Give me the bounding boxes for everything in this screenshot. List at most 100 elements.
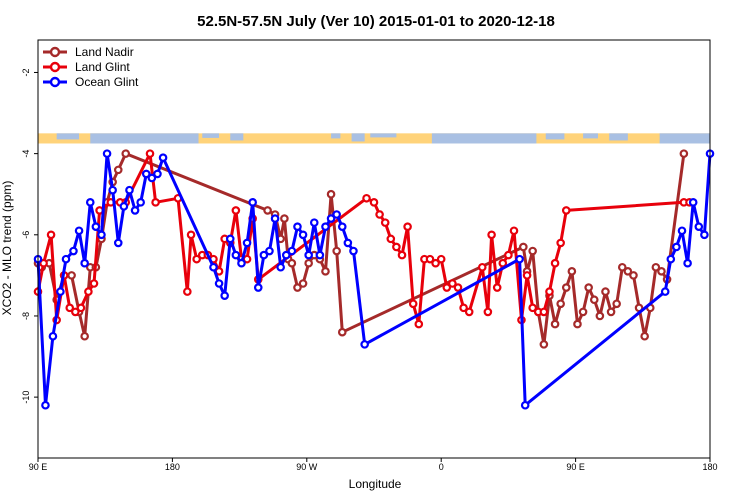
data-point	[253, 283, 263, 292]
data-point	[113, 165, 123, 175]
data-point	[343, 238, 353, 248]
ocean-band	[331, 133, 341, 139]
data-point	[528, 246, 537, 256]
data-point	[309, 218, 319, 227]
data-point	[623, 267, 633, 276]
series-line	[36, 152, 686, 346]
data-point	[573, 319, 582, 329]
data-point	[248, 198, 257, 207]
data-point	[550, 258, 560, 268]
data-point	[41, 400, 50, 410]
data-point	[237, 258, 246, 268]
y-tick-label: -8	[21, 312, 31, 320]
data-point	[436, 254, 446, 264]
y-tick-label: -6	[21, 231, 31, 239]
data-point	[431, 258, 440, 268]
data-point	[265, 246, 274, 256]
data-point	[397, 250, 407, 260]
data-point	[125, 185, 134, 195]
series-layer	[33, 149, 715, 410]
data-point	[392, 242, 401, 252]
data-point	[298, 279, 308, 288]
y-tick-label: -2	[21, 68, 31, 76]
data-point	[304, 250, 313, 260]
ocean-band	[90, 133, 199, 144]
data-point	[242, 238, 252, 248]
data-point	[39, 258, 48, 268]
data-point	[48, 331, 58, 341]
data-point	[380, 218, 390, 227]
data-point	[337, 222, 347, 231]
land-band	[38, 133, 710, 144]
data-point	[694, 222, 704, 231]
ocean-band	[431, 133, 537, 144]
data-point	[477, 262, 487, 272]
data-point	[601, 287, 610, 296]
data-point	[498, 258, 508, 268]
data-point	[578, 307, 588, 317]
legend-label: Land Glint	[75, 60, 130, 74]
data-point	[612, 299, 621, 309]
data-point	[672, 242, 681, 252]
data-point	[386, 234, 396, 244]
data-point	[276, 262, 285, 272]
data-point	[337, 327, 347, 337]
data-point	[504, 250, 513, 260]
ocean-band	[230, 133, 244, 141]
y-tick-label: -4	[21, 150, 31, 158]
data-point	[425, 254, 435, 264]
data-point	[332, 210, 341, 219]
data-point	[683, 258, 692, 268]
ocean-band	[202, 133, 220, 138]
legend-item: Land Glint	[43, 60, 130, 74]
data-point	[76, 303, 86, 313]
data-point	[545, 287, 554, 296]
data-point	[442, 283, 452, 292]
data-point	[151, 198, 160, 207]
data-point	[519, 242, 528, 252]
data-point	[225, 234, 235, 244]
data-point	[332, 246, 341, 256]
legend-swatch-marker	[49, 46, 61, 58]
legend-item: Ocean Glint	[43, 75, 139, 89]
x-tick-label: 180	[702, 462, 717, 472]
ocean-band	[545, 133, 565, 140]
data-point	[80, 331, 89, 341]
data-point	[617, 262, 627, 272]
data-point	[147, 173, 157, 183]
chart-title: 52.5N-57.5N July (Ver 10) 2015-01-01 to …	[197, 13, 555, 30]
legend-swatch-marker	[49, 61, 61, 73]
data-point	[113, 238, 123, 248]
data-point	[136, 198, 145, 207]
x-tick-label: 180	[165, 462, 180, 472]
data-point	[700, 230, 709, 240]
data-point	[281, 250, 291, 260]
data-point	[375, 210, 384, 219]
data-point	[556, 299, 565, 309]
data-point	[606, 307, 616, 317]
data-point	[326, 214, 336, 223]
data-point	[263, 206, 272, 215]
data-point	[97, 230, 106, 240]
data-point	[522, 271, 532, 280]
data-point	[158, 153, 168, 162]
data-point	[629, 271, 638, 280]
data-point	[584, 283, 593, 292]
ocean-band	[370, 133, 397, 138]
data-point	[509, 226, 519, 236]
data-point	[287, 258, 297, 268]
data-point	[293, 222, 302, 231]
data-point	[74, 226, 84, 236]
data-point	[67, 271, 76, 280]
data-point	[492, 283, 502, 292]
data-point	[666, 254, 676, 264]
data-point	[69, 246, 78, 256]
data-point	[459, 303, 468, 313]
data-point	[71, 307, 80, 317]
x-tick-label: 90 W	[296, 462, 318, 472]
land-ocean-strip	[38, 133, 710, 144]
data-point	[360, 340, 369, 349]
ocean-band	[351, 133, 365, 142]
x-axis-label: Longitude	[349, 477, 402, 491]
data-point	[293, 283, 302, 292]
